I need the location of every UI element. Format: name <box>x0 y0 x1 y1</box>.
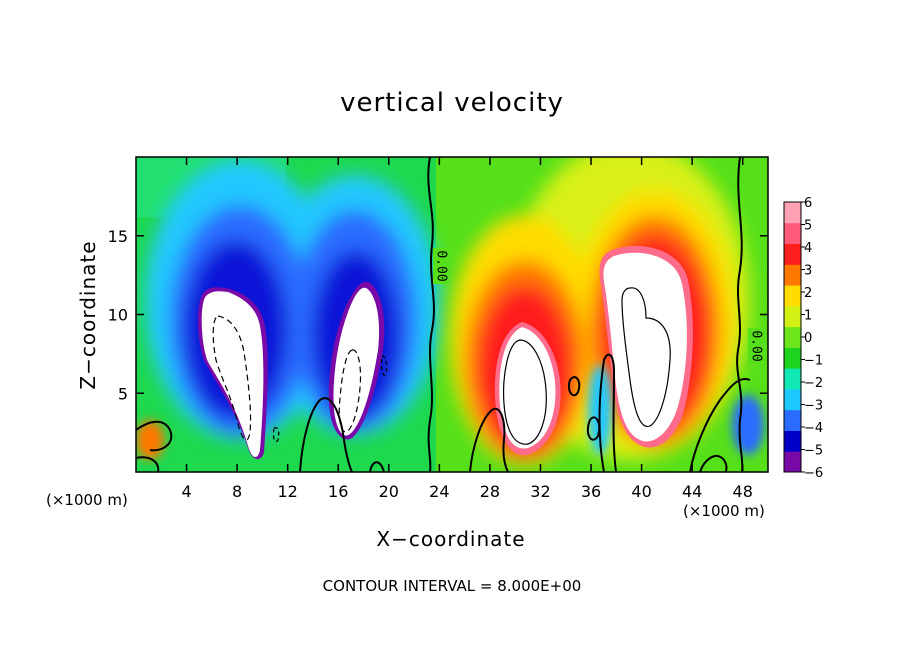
colorbar-tick-label: −1 <box>804 354 823 369</box>
colorbar-tick-label: 0 <box>804 331 812 346</box>
x-tick-label: 36 <box>581 482 601 501</box>
colorbar-swatch <box>784 451 801 473</box>
colorbar-swatch <box>784 388 801 411</box>
x-tick-label: 28 <box>480 482 500 501</box>
colorbar-tick-label: −5 <box>804 444 823 459</box>
colorbar-tick-label: 5 <box>804 219 812 234</box>
contour-label-layer: 0.00 0.00 <box>433 248 764 364</box>
x-tick-label: 32 <box>530 482 550 501</box>
colorbar-tick-label: −4 <box>804 421 823 436</box>
x-tick-label: 12 <box>278 482 298 501</box>
colorbar-swatch <box>784 305 801 328</box>
colorbar-swatch <box>784 202 801 224</box>
colorbar-tick-label: 3 <box>804 264 812 279</box>
x-unit-label-left: (×1000 m) <box>46 491 128 509</box>
x-tick-label: 40 <box>631 482 651 501</box>
y-axis: 5 10 15 <box>108 227 768 403</box>
contour-label: 0.00 <box>749 330 764 361</box>
colorbar-tick-label: −2 <box>804 376 823 391</box>
x-tick-label: 4 <box>181 482 191 501</box>
colorbar: 6 5 4 3 2 1 0 −1 −2 −3 −4 −5 −6 <box>783 196 823 481</box>
chart-title: vertical velocity <box>340 88 564 118</box>
contour-label-bg <box>433 248 449 284</box>
colorbar-swatch <box>784 264 801 286</box>
colorbar-tick-label: 1 <box>804 309 812 324</box>
colorbar-swatch <box>784 409 801 431</box>
x-tick-label: 20 <box>379 482 399 501</box>
colorbar-swatch <box>784 368 801 390</box>
colorbar-swatch <box>784 430 801 452</box>
colorbar-swatch <box>784 222 801 245</box>
y-tick-label: 5 <box>118 384 128 403</box>
x-tick-label: 8 <box>232 482 242 501</box>
colorbar-tick-label: −3 <box>804 399 823 414</box>
y-axis-label: Z−coordinate <box>76 240 100 390</box>
contour-label: 0.00 <box>434 250 449 281</box>
colorbar-swatch <box>784 285 801 307</box>
colorbar-tick-label: 6 <box>804 196 812 211</box>
x-tick-label: 44 <box>682 482 702 501</box>
colorbar-swatch <box>784 347 801 369</box>
x-tick-label: 48 <box>733 482 753 501</box>
colorbar-tick-label: 2 <box>804 286 812 301</box>
colorbar-swatch <box>784 243 801 265</box>
y-tick-label: 10 <box>108 306 128 325</box>
x-tick-label: 24 <box>429 482 449 501</box>
contour-interval-note: CONTOUR INTERVAL = 8.000E+00 <box>322 577 582 595</box>
colorbar-tick-label: 4 <box>804 241 812 256</box>
colorbar-tick-label: −6 <box>804 466 823 481</box>
y-tick-label: 15 <box>108 227 128 246</box>
x-tick-label: 16 <box>328 482 348 501</box>
x-unit-label-right: (×1000 m) <box>683 502 765 520</box>
x-axis: 4 8 12 16 20 24 28 32 36 40 44 48 <box>181 157 753 501</box>
heatmap-field <box>136 157 768 472</box>
x-axis-label: X−coordinate <box>376 527 526 551</box>
colorbar-swatch <box>784 326 801 348</box>
contour-label-bg <box>748 328 764 364</box>
contour-lines <box>136 157 751 472</box>
